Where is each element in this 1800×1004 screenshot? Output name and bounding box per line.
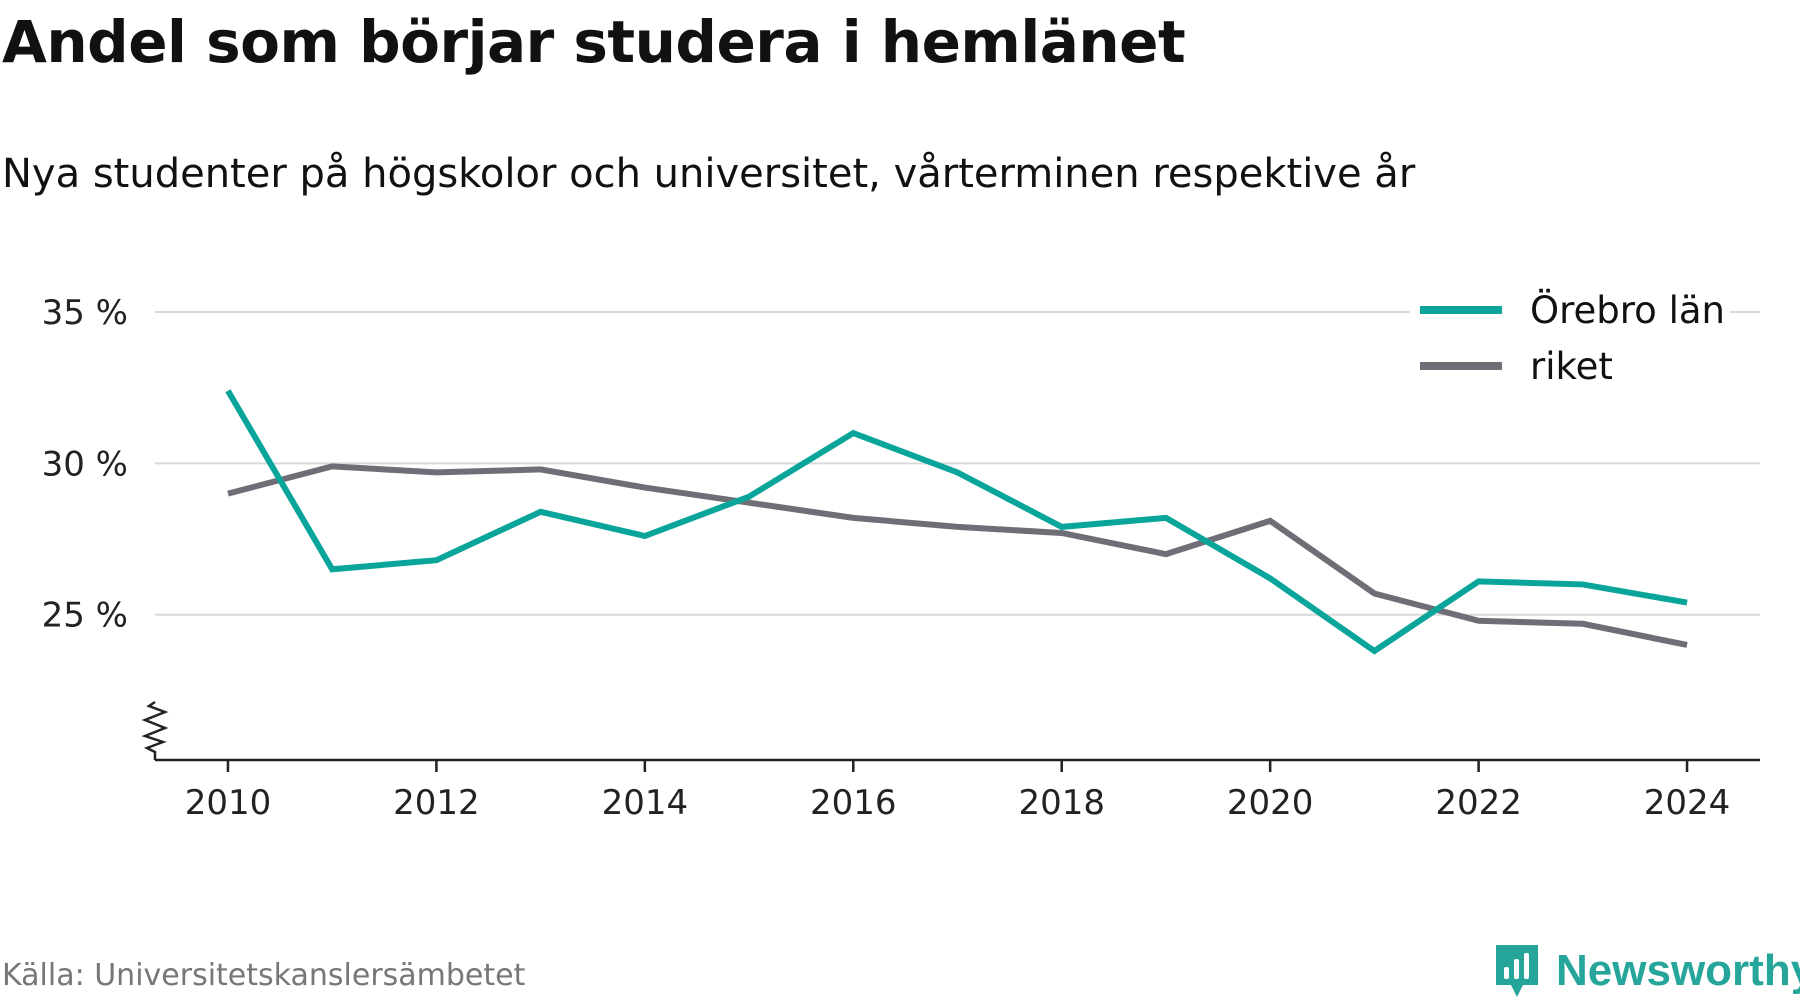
axis-break-icon (141, 700, 169, 760)
line-chart: 25 % 30 % 35 % 2010 2012 2014 2016 2018 2020 2022… (41, 272, 1760, 823)
axes: 25 % 30 % 35 % 2010 2012 2014 2016 2018 2020 2022… (42, 293, 1760, 823)
chart-subtitle: Nya studenter på högskolor och universit… (2, 151, 1416, 197)
y-tick-label: 25 % (42, 596, 128, 636)
legend: Örebro län riket (1410, 272, 1730, 388)
series-line-orebro (225, 389, 1688, 655)
y-tick-label: 35 % (42, 293, 128, 333)
y-tick-label: 30 % (42, 444, 128, 484)
series-line-riket (227, 463, 1688, 648)
bar-chart-icon (1496, 945, 1538, 997)
x-tick-label: 2020 (1227, 783, 1314, 823)
brand-logo: Newsworthy (1492, 938, 1800, 1004)
source-note: Källa: Universitetskanslersämbetet (2, 958, 526, 993)
x-tick-label: 2014 (602, 783, 689, 823)
x-tick-label: 2016 (810, 783, 897, 823)
x-tick-label: 2022 (1435, 783, 1522, 823)
x-tick-label: 2024 (1644, 783, 1731, 823)
x-tick-label: 2012 (393, 783, 480, 823)
series-lines (225, 389, 1688, 655)
legend-label: Örebro län (1530, 289, 1725, 332)
legend-label: riket (1530, 345, 1613, 388)
x-tick-label: 2010 (185, 783, 272, 823)
brand-name: Newsworthy (1556, 946, 1800, 995)
x-tick-label: 2018 (1018, 783, 1105, 823)
chart-title: Andel som börjar studera i hemlänet (2, 8, 1186, 76)
